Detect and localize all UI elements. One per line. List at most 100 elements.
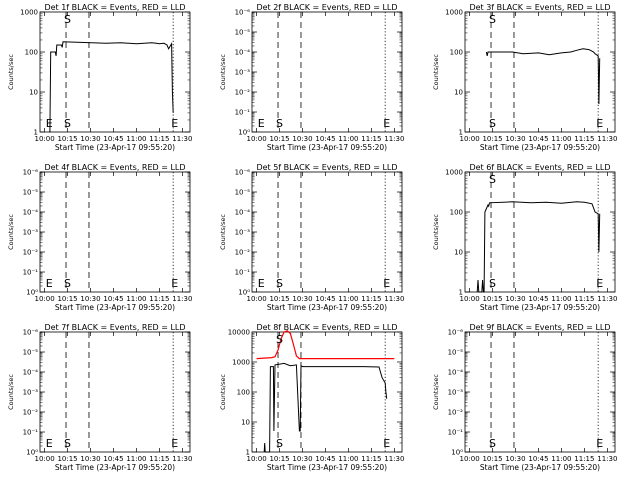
marker-s: S — [64, 277, 71, 290]
y-tick-label: 10⁰ — [451, 449, 463, 457]
lld-series-line — [256, 330, 395, 360]
x-tick-label: 11:00 — [551, 295, 571, 303]
x-tick-label: 11:00 — [126, 295, 146, 303]
x-tick-label: 10:45 — [103, 295, 123, 303]
y-tick-label: 10⁻⁵ — [23, 349, 39, 357]
marker-s: S — [489, 277, 496, 290]
marker-e: E — [383, 277, 390, 290]
y-axis-label: Counts/sec — [219, 54, 227, 90]
y-axis-label: Counts/sec — [432, 374, 440, 410]
y-tick-label: 10⁻² — [448, 409, 464, 417]
x-tick-label: 10:45 — [315, 295, 335, 303]
x-tick-label: 11:00 — [338, 455, 358, 463]
marker-e: E — [258, 277, 265, 290]
marker-e: E — [258, 117, 265, 130]
y-tick-label: 10⁻⁴ — [235, 49, 251, 57]
x-tick-label: 11:30 — [172, 295, 192, 303]
marker-e: E — [171, 437, 178, 450]
y-tick-label: 10⁻² — [23, 249, 39, 257]
plot-frame — [464, 171, 616, 293]
events-series-line — [485, 48, 601, 105]
y-tick-label: 10⁻⁶ — [448, 329, 464, 337]
marker-s: S — [276, 437, 283, 450]
x-tick-label: 11:30 — [597, 295, 617, 303]
y-tick-label: 1000 — [445, 9, 463, 17]
y-axis-label: Counts/sec — [432, 54, 440, 90]
y-tick-label: 10⁻⁶ — [235, 9, 251, 17]
marker-e: E — [46, 117, 53, 130]
y-tick-label: 10⁻³ — [448, 389, 464, 397]
y-tick-label: 10⁻⁶ — [23, 169, 39, 177]
x-tick-label: 10:30 — [292, 455, 312, 463]
x-tick-label: 10:30 — [505, 295, 525, 303]
y-tick-label: 1 — [459, 129, 463, 137]
y-tick-label: 10⁻⁵ — [23, 189, 39, 197]
x-tick-label: 11:00 — [338, 295, 358, 303]
x-tick-label: 10:30 — [80, 455, 100, 463]
panel-title: Det 4f BLACK = Events, RED = LLD — [44, 163, 185, 172]
x-tick-label: 11:15 — [361, 295, 381, 303]
y-tick-label: 10⁻³ — [235, 69, 251, 77]
y-tick-label: 10⁻⁵ — [448, 349, 464, 357]
marker-s: S — [276, 277, 283, 290]
y-tick-label: 1000 — [232, 359, 250, 367]
y-tick-label: 1 — [459, 289, 463, 297]
x-tick-label: 11:30 — [172, 455, 192, 463]
marker-s: S — [276, 117, 283, 130]
x-tick-label: 11:15 — [149, 455, 169, 463]
y-tick-label: 10⁻⁶ — [23, 329, 39, 337]
marker-e: E — [171, 117, 178, 130]
x-tick-label: 11:00 — [551, 135, 571, 143]
x-tick-label: 11:00 — [551, 455, 571, 463]
y-tick-label: 10⁰ — [238, 289, 250, 297]
x-tick-label: 10:00 — [34, 295, 54, 303]
x-tick-label: 11:30 — [384, 295, 404, 303]
x-axis-label: Start Time (23-Apr-17 09:55:20) — [55, 303, 175, 312]
events-series-line — [263, 362, 388, 453]
marker-s: S — [64, 437, 71, 450]
x-tick-label: 11:15 — [574, 135, 594, 143]
y-tick-label: 10⁻⁵ — [235, 29, 251, 37]
detector-panel-4: Det 4f BLACK = Events, RED = LLD 10:00 10:… — [7, 163, 192, 312]
y-tick-label: 10⁰ — [238, 129, 250, 137]
marker-s-top: S — [489, 13, 496, 26]
y-tick-label: 10⁻⁴ — [235, 209, 251, 217]
x-tick-label: 11:00 — [338, 135, 358, 143]
x-axis-label: Start Time (23-Apr-17 09:55:20) — [55, 463, 175, 472]
x-tick-label: 10:45 — [528, 455, 548, 463]
x-axis-label: Start Time (23-Apr-17 09:55:20) — [267, 303, 387, 312]
y-axis-label: Counts/sec — [7, 214, 15, 250]
y-tick-label: 10000 — [228, 329, 250, 337]
y-tick-label: 10⁻² — [235, 89, 251, 97]
marker-e: E — [171, 277, 178, 290]
x-tick-label: 11:15 — [361, 135, 381, 143]
y-tick-label: 100 — [450, 49, 463, 57]
x-tick-label: 11:15 — [574, 455, 594, 463]
x-tick-label: 10:00 — [34, 135, 54, 143]
y-axis-label: Counts/sec — [219, 374, 227, 410]
panel-title: Det 2f BLACK = Events, RED = LLD — [256, 3, 397, 12]
x-tick-label: 10:30 — [505, 135, 525, 143]
y-tick-label: 10⁻⁴ — [23, 369, 39, 377]
y-tick-label: 10 — [454, 89, 463, 97]
x-tick-label: 11:15 — [149, 135, 169, 143]
events-series-line — [476, 201, 601, 293]
y-tick-label: 100 — [25, 49, 38, 57]
x-tick-label: 10:00 — [246, 295, 266, 303]
marker-e: E — [46, 437, 53, 450]
plot-frame — [464, 331, 616, 453]
x-axis-label: Start Time (23-Apr-17 09:55:20) — [55, 143, 175, 152]
marker-e: E — [596, 277, 603, 290]
x-tick-label: 10:30 — [292, 135, 312, 143]
y-tick-label: 10 — [241, 419, 250, 427]
y-tick-label: 100 — [450, 209, 463, 217]
y-tick-label: 1000 — [20, 9, 38, 17]
x-tick-label: 10:00 — [459, 455, 479, 463]
x-tick-label: 10:15 — [269, 135, 289, 143]
y-tick-label: 1 — [34, 129, 38, 137]
y-tick-label: 1 — [246, 449, 250, 457]
